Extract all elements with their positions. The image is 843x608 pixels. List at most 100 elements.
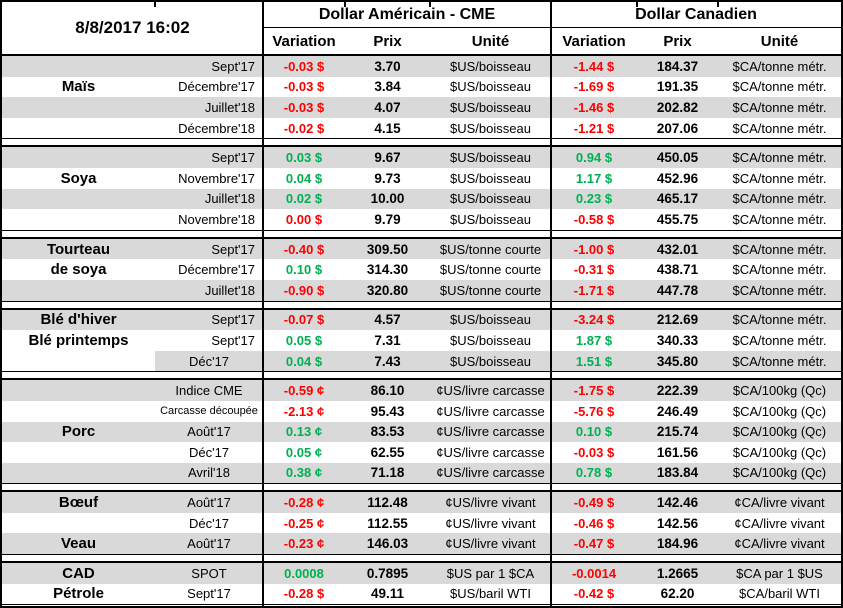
commodity-label: Soya [60, 169, 97, 187]
ca-unit-cell: $CA/tonne métr. [732, 150, 827, 166]
ca-unit-cell: $CA/tonne métr. [732, 211, 827, 227]
ca-unit-cell: $CA/tonne métr. [732, 262, 827, 278]
us-variation-cell: 0.00 $ [285, 211, 323, 227]
ca-unit-cell: $CA/tonne métr. [732, 353, 827, 369]
ca-price-cell: 452.96 [656, 170, 699, 186]
us-price-cell: 320.80 [366, 282, 409, 298]
ca-price-cell: 62.20 [660, 586, 695, 602]
us-unit-cell: $US/boisseau [450, 332, 531, 348]
us-variation-cell: 0.38 ¢ [285, 465, 323, 481]
table-row: Novembre'18 0.00 $ 9.79 $US/boisseau -0.58 $… [2, 209, 841, 230]
commodity-label [2, 442, 155, 463]
us-unit-cell: $US/boisseau [450, 150, 531, 166]
ca-variation-cell: -1.44 $ [573, 58, 615, 74]
us-unit-cell: ¢US/livre carcasse [436, 403, 545, 419]
table-row: Décembre'18 -0.02 $ 4.15 $US/boisseau -1.21 … [2, 118, 841, 139]
section-gap [2, 301, 841, 308]
ca-unit-cell: $CA/tonne métr. [732, 332, 827, 348]
us-unit-cell: $US/baril WTI [450, 586, 531, 602]
table-body: Sept'17 -0.03 $ 3.70 $US/boisseau -1.44 $ 184… [2, 56, 841, 606]
table-row: Tourteau Sept'17 -0.40 $ 309.50 $US/tonne co… [2, 238, 841, 260]
us-unit-header: Unité [471, 32, 510, 50]
us-unit-cell: ¢US/livre carcasse [436, 383, 545, 399]
ca-variation-cell: -1.00 $ [573, 241, 615, 257]
ca-variation-cell: -0.47 $ [573, 536, 615, 552]
ca-price-cell: 340.33 [656, 332, 699, 348]
us-unit-cell: $US/boisseau [450, 312, 531, 328]
ca-price-cell: 455.75 [656, 211, 699, 227]
contract-cell: Décembre'18 [178, 120, 255, 136]
contract-cell: Juillet'18 [204, 191, 255, 207]
table-row: Déc'17 0.05 ¢ 62.55 ¢US/livre carcasse -0.03… [2, 442, 841, 463]
contract-cell: Indice CME [175, 383, 243, 399]
section-gap [2, 230, 841, 237]
us-price-cell: 86.10 [370, 383, 405, 399]
table-header: 8/8/2017 16:02 Dollar Américain - CME Do… [2, 2, 841, 56]
section-gap [2, 139, 841, 146]
commodity-label [2, 209, 155, 230]
contract-cell: Juillet'18 [204, 282, 255, 298]
contract-cell: Août'17 [187, 495, 231, 511]
us-unit-cell: ¢US/livre vivant [445, 536, 536, 552]
ca-price-cell: 438.71 [656, 262, 699, 278]
table-row: Carcasse découpée -2.13 ¢ 95.43 ¢US/livre c… [2, 401, 841, 422]
commodity-label [2, 189, 155, 210]
ca-price-cell: 142.56 [656, 515, 699, 531]
us-variation-cell: 0.05 $ [285, 332, 323, 348]
us-unit-cell: $US/boisseau [450, 99, 531, 115]
ca-unit-cell: $CA/tonne métr. [732, 170, 827, 186]
commodity-label: Veau [60, 535, 97, 553]
ca-variation-cell: -1.69 $ [573, 79, 615, 95]
commodity-label: Maïs [61, 78, 96, 96]
ca-unit-cell: $CA/tonne métr. [732, 312, 827, 328]
us-price-cell: 0.7895 [366, 565, 409, 581]
us-unit-cell: $US/tonne courte [439, 282, 542, 298]
ca-price-cell: 191.35 [656, 79, 699, 95]
table-row: Déc'17 0.04 $ 7.43 $US/boisseau 1.51 $ 345.80… [2, 350, 841, 372]
table-row: Indice CME -0.59 ¢ 86.10 ¢US/livre carcasse… [2, 380, 841, 401]
table-row: CAD SPOT 0.0008 0.7895 $US par 1 $CA -0.0014 1… [2, 563, 841, 584]
us-price-cell: 4.15 [374, 120, 401, 136]
table-row: Sept'17 -0.03 $ 3.70 $US/boisseau -1.44 $ 184… [2, 56, 841, 77]
us-variation-cell: -0.40 $ [283, 241, 325, 257]
ca-variation-cell: -0.58 $ [573, 211, 615, 227]
ca-variation-cell: -1.21 $ [573, 120, 615, 136]
ca-unit-cell: $CA/tonne métr. [732, 79, 827, 95]
table-row: Avril'18 0.38 ¢ 71.18 ¢US/livre carcasse 0.7… [2, 462, 841, 484]
table-row: Déc'17 -0.25 ¢ 112.55 ¢US/livre vivant -0.46… [2, 513, 841, 534]
ca-price-cell: 184.96 [656, 536, 699, 552]
ca-unit-cell: ¢CA/livre vivant [734, 515, 825, 531]
ca-variation-cell: -0.49 $ [573, 495, 615, 511]
table-row: Blé d'hiver Sept'17 -0.07 $ 4.57 $US/boissea… [2, 309, 841, 331]
ca-unit-cell: $CA/tonne métr. [732, 191, 827, 207]
ca-price-cell: 184.37 [656, 58, 699, 74]
us-price-cell: 309.50 [366, 241, 409, 257]
table-row: Juillet'18 -0.90 $ 320.80 $US/tonne courte -… [2, 279, 841, 301]
contract-cell: Déc'17 [188, 444, 230, 460]
table-row: Porc Août'17 0.13 ¢ 83.53 ¢US/livre carcasse… [2, 421, 841, 443]
ca-price-cell: 432.01 [656, 241, 699, 257]
ca-price-cell: 142.46 [656, 495, 699, 511]
contract-cell: Décembre'17 [178, 262, 255, 278]
ca-unit-cell: $CA/baril WTI [739, 586, 820, 602]
us-variation-cell: -0.28 $ [283, 586, 325, 602]
us-variation-cell: 0.10 $ [285, 262, 323, 278]
table-row: Maïs Décembre'17 -0.03 $ 3.84 $US/boisseau -1… [2, 77, 841, 98]
ca-variation-cell: 0.94 $ [575, 150, 613, 166]
ca-price-cell: 222.39 [656, 383, 699, 399]
commodity-label: de soya [50, 261, 107, 279]
commodity-label: Blé printemps [28, 331, 129, 349]
contract-cell: Août'17 [187, 536, 231, 552]
ca-price-cell: 465.17 [656, 191, 699, 207]
ca-price-cell: 183.84 [656, 465, 699, 481]
section-mais: Sept'17 -0.03 $ 3.70 $US/boisseau -1.44 $ 184… [2, 56, 841, 140]
us-variation-cell: 0.03 $ [285, 150, 323, 166]
us-price-cell: 62.55 [370, 444, 405, 460]
us-unit-cell: $US/boisseau [450, 353, 531, 369]
ca-unit-cell: $CA/100kg (Qc) [732, 403, 827, 419]
ca-unit-cell: ¢CA/livre vivant [734, 495, 825, 511]
ca-variation-cell: -0.03 $ [573, 444, 615, 460]
us-unit-cell: $US/boisseau [450, 170, 531, 186]
us-unit-cell: $US/tonne courte [439, 241, 542, 257]
